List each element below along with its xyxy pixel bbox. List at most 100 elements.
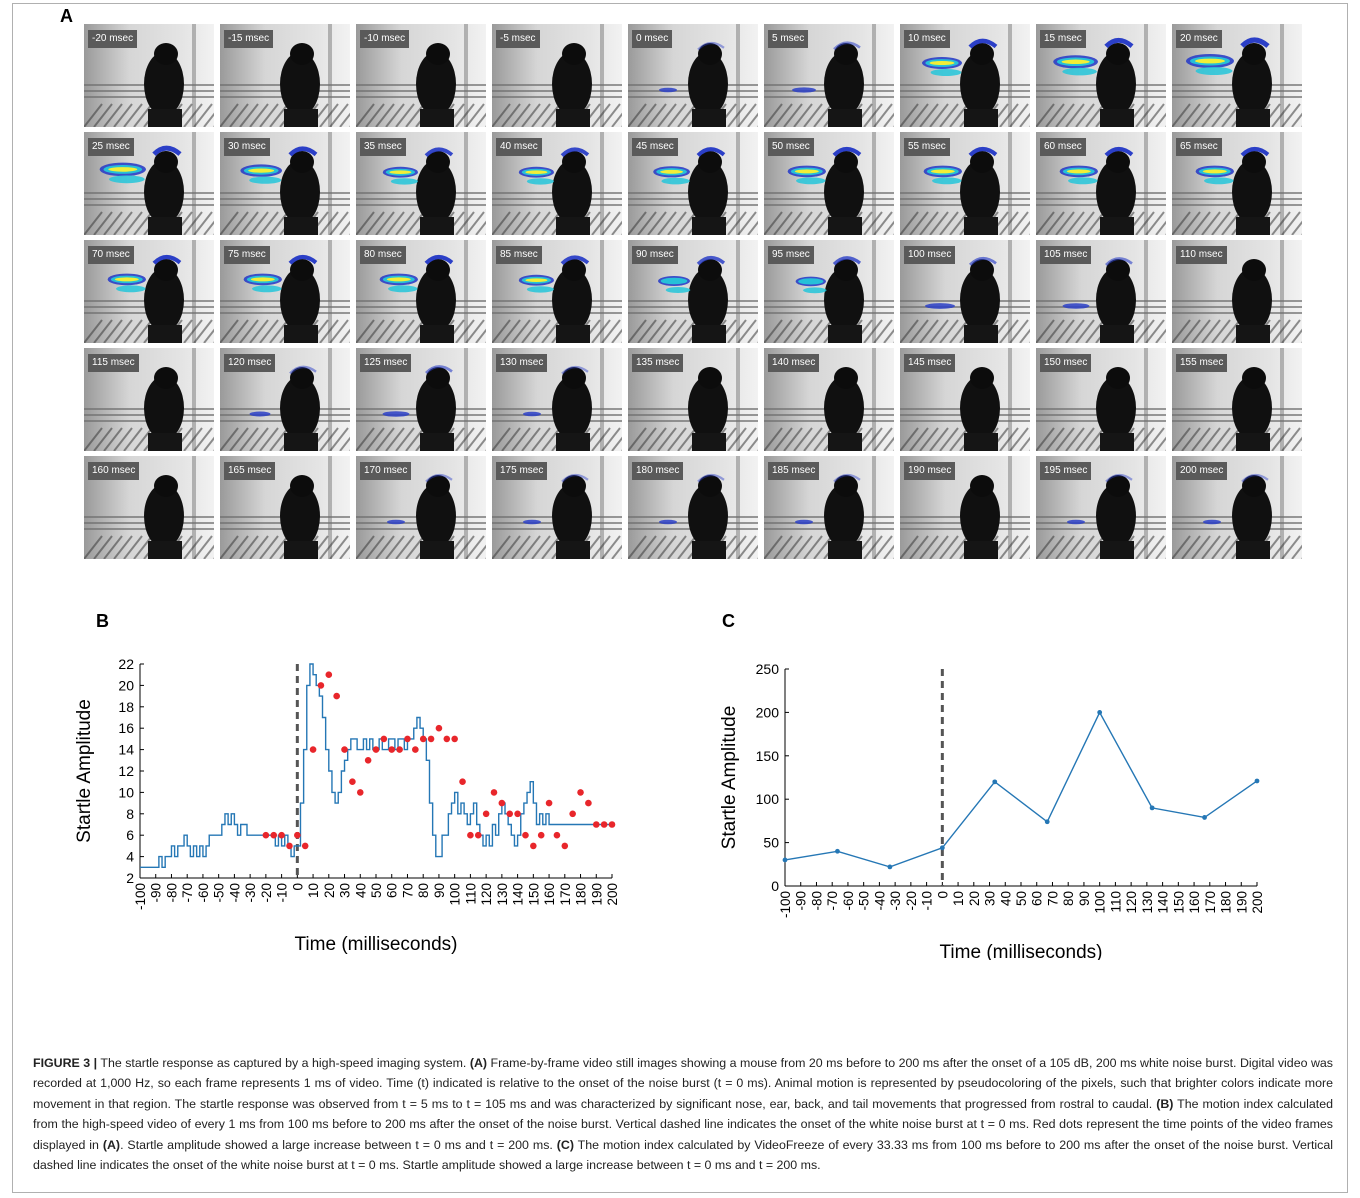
video-frame: 10 msec [900, 24, 1030, 127]
y-tick-label: 18 [118, 699, 134, 715]
data-point [782, 857, 788, 863]
y-tick-label: 50 [763, 835, 779, 851]
x-tick-label: 30 [983, 891, 998, 906]
video-frame: 155 msec [1172, 348, 1302, 451]
frame-time-label: 195 msec [1040, 462, 1092, 480]
frame-marker-dot [278, 831, 285, 839]
x-tick-label: 150 [526, 883, 541, 906]
video-frame: 170 msec [356, 456, 486, 559]
frame-time-label: 145 msec [904, 354, 956, 372]
caption-ref-b: (B) [1156, 1096, 1174, 1111]
x-tick-label: -90 [794, 891, 809, 911]
x-tick-label: 150 [1171, 891, 1186, 914]
x-tick-label: -50 [212, 883, 227, 903]
video-frame: 15 msec [1036, 24, 1166, 127]
caption-label: FIGURE 3 | [33, 1056, 98, 1070]
frame-time-label: 5 msec [768, 30, 809, 48]
x-tick-label: 0 [290, 883, 305, 891]
video-frame: 115 msec [84, 348, 214, 451]
frame-marker-dot [294, 831, 301, 839]
x-tick-label: 20 [322, 883, 337, 898]
x-tick-label: 30 [338, 883, 353, 898]
frame-time-label: 40 msec [496, 138, 542, 156]
frame-marker-dot [419, 735, 427, 743]
frame-time-label: 160 msec [88, 462, 140, 480]
video-frame: 40 msec [492, 132, 622, 235]
frame-time-label: 15 msec [1040, 30, 1086, 48]
video-frame: 165 msec [220, 456, 350, 559]
video-frame: 120 msec [220, 348, 350, 451]
frame-time-label: 170 msec [360, 462, 412, 480]
motion-index-line [140, 663, 612, 868]
frame-time-label: 95 msec [768, 246, 814, 264]
y-tick-label: 200 [756, 704, 780, 720]
frame-time-label: 135 msec [632, 354, 684, 372]
y-tick-label: 250 [756, 661, 780, 677]
frame-time-label: 125 msec [360, 354, 412, 372]
frame-marker-dot [349, 778, 356, 785]
video-frame: 100 msec [900, 240, 1030, 343]
x-tick-label: -40 [227, 883, 242, 903]
video-frame: -15 msec [220, 24, 350, 127]
video-frame: 135 msec [628, 348, 758, 451]
frame-marker-dot [317, 682, 325, 689]
y-axis-label: Startle Amplitude [74, 699, 95, 843]
frame-time-label: -10 msec [360, 30, 410, 48]
x-tick-label: 170 [558, 883, 573, 906]
x-tick-label: -70 [825, 891, 840, 911]
video-frame: 200 msec [1172, 456, 1302, 559]
frame-time-label: 35 msec [360, 138, 406, 156]
x-tick-label: 10 [951, 891, 966, 906]
frame-time-label: 60 msec [1040, 138, 1086, 156]
frame-marker-dot [270, 831, 278, 839]
video-frame: 80 msec [356, 240, 486, 343]
frame-marker-dot [592, 821, 600, 828]
frame-marker-dot [545, 799, 553, 807]
frame-marker-dot [309, 746, 317, 753]
frame-time-label: 85 msec [496, 246, 542, 264]
x-tick-label: 140 [511, 883, 526, 906]
x-tick-label: -60 [841, 891, 856, 911]
video-frame: 95 msec [764, 240, 894, 343]
x-tick-label: 50 [369, 883, 384, 898]
y-tick-label: 22 [118, 656, 134, 672]
frame-marker-dot [435, 724, 443, 732]
x-tick-label: -80 [164, 883, 179, 903]
x-tick-label: 100 [448, 883, 463, 906]
y-tick-label: 0 [771, 878, 779, 894]
x-tick-label: 190 [1234, 891, 1249, 914]
frame-time-label: 75 msec [224, 246, 270, 264]
frame-marker-dot [561, 842, 569, 850]
x-tick-label: 160 [542, 883, 557, 906]
frame-marker-dot [553, 831, 561, 839]
frame-marker-dot [537, 831, 545, 839]
frame-marker-dot [577, 789, 584, 796]
x-tick-label: 110 [463, 883, 478, 905]
video-frame: 150 msec [1036, 348, 1166, 451]
frame-time-label: 100 msec [904, 246, 956, 264]
data-point [835, 848, 840, 854]
y-tick-label: 150 [756, 748, 780, 764]
video-frame: 35 msec [356, 132, 486, 235]
frame-marker-dot [325, 671, 333, 678]
frame-marker-dot [286, 842, 293, 850]
x-tick-label: 80 [1061, 891, 1076, 906]
frame-time-label: 90 msec [632, 246, 678, 264]
frame-marker-dot [600, 821, 608, 828]
x-axis-label: Time (milliseconds) [295, 934, 458, 955]
y-tick-label: 2 [126, 870, 134, 886]
frame-marker-dot [372, 746, 380, 753]
frame-time-label: -15 msec [224, 30, 274, 48]
frame-marker-dot [522, 831, 529, 839]
x-tick-label: -60 [196, 883, 211, 903]
frame-time-label: -5 msec [496, 30, 540, 48]
frame-marker-dot [608, 821, 616, 828]
frame-time-label: 150 msec [1040, 354, 1092, 372]
x-tick-label: -90 [149, 883, 164, 903]
x-tick-label: 60 [1030, 891, 1045, 906]
frame-time-label: 180 msec [632, 462, 684, 480]
data-point [1149, 805, 1155, 811]
x-tick-label: 130 [1140, 891, 1155, 914]
frame-marker-dot [412, 746, 419, 753]
